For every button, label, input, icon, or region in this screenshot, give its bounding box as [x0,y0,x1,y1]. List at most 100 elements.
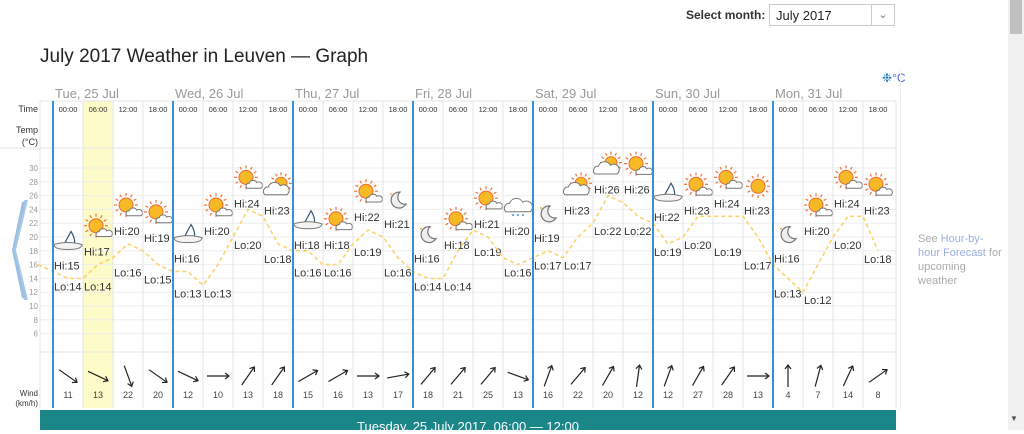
lo-temp-label: Lo:14 [444,281,472,293]
sun-cloud-icon [864,172,893,197]
wind-speed-label: 15 [303,390,313,400]
sun-ray [584,173,588,177]
wind-arrow-head [127,381,134,388]
scrollbar-thumb[interactable] [1010,0,1022,34]
sun-ray [761,193,765,197]
sun-ray [359,180,363,184]
wind-speed-label: 12 [633,390,643,400]
sun-ray [699,173,703,177]
lo-temp-label: Lo:18 [864,254,892,266]
sun-cloud-icon [624,151,653,176]
unit-label[interactable]: °C [892,71,906,85]
cloud-shape [695,186,713,196]
previous-arrow-icon[interactable] [8,200,28,300]
sun-ray [571,177,575,180]
lo-temp-label: Lo:13 [174,288,202,300]
sun-ray [129,194,133,198]
wind-speed-label: 13 [363,390,373,400]
time-label: 00:00 [59,105,78,114]
moon-shape [420,225,438,244]
hi-temp-label: Hi:19 [144,233,170,245]
time-label: 00:00 [179,105,198,114]
gear-icon[interactable]: ❉ [882,71,893,85]
chevron-down-icon[interactable]: ⌄ [871,5,894,25]
wind-arrow-icon [58,369,78,384]
wind-arrow-head [374,372,380,380]
wind-arrow-head [404,371,410,379]
wind-arrow-icon [87,370,109,383]
wind-arrow-icon [784,364,792,387]
wind-arrow-shaft [450,367,466,385]
time-label: 00:00 [659,105,678,114]
wind-arrow-shaft [420,367,436,385]
cloud-shape [593,161,620,175]
month-select[interactable]: July 2017 ⌄ [769,4,895,26]
unit-toggle[interactable]: ❉°C [882,71,906,85]
hi-temp-label: Hi:16 [174,254,200,266]
sun-cloud-icon [324,206,353,231]
wind-arrow-head [279,366,286,373]
time-label: 06:00 [449,105,468,114]
sun-ray [849,166,853,170]
sun-ray [445,222,449,226]
sun-ray [601,156,605,160]
lo-temp-label: Lo:20 [834,240,862,252]
y-tick-label: 18 [29,247,38,256]
sun-ray [765,190,769,193]
sun-ray [751,175,755,179]
time-label: 18:00 [509,105,528,114]
wind-speed-label: 20 [603,390,613,400]
sun-ray [133,198,137,202]
hi-temp-label: Hi:16 [414,254,440,266]
time-label: 12:00 [719,105,738,114]
wind-speed-label: 20 [153,390,163,400]
time-label: 06:00 [809,105,828,114]
time-label: 00:00 [299,105,318,114]
day-label: Thu, 27 Jul [295,86,359,101]
sun-ray [685,188,689,191]
cloud-shape [815,207,833,217]
time-label: 18:00 [749,105,768,114]
time-label: 18:00 [869,105,888,114]
hi-temp-label: Hi:23 [744,205,770,217]
time-label: 18:00 [389,105,408,114]
sun-cloud-icon [114,193,143,217]
sun-ray [339,208,343,212]
sun-ray [475,202,479,205]
sun-ray [819,194,823,198]
hi-temp-label: Hi:16 [774,254,800,266]
scrollbar[interactable] [1008,0,1024,430]
cloud-shape [365,193,383,203]
wind-speed-label: 4 [785,390,790,400]
cloud-shape [845,179,863,189]
sun-ray [325,222,329,226]
wind-speed-label: 12 [663,390,673,400]
sun-ray [761,175,765,179]
sun-ray [835,170,839,174]
selected-period-bar: Tuesday, 25 July 2017, 06:00 — 12:00 [40,410,896,434]
sun-ray [459,208,463,212]
day-label: Fri, 28 Jul [415,86,472,101]
sun-ray [604,152,608,156]
time-label: 00:00 [419,105,438,114]
y-tick-label: 16 [29,261,38,270]
wind-arrow-icon [450,366,466,385]
y-tick-label: 26 [29,192,38,201]
hour-by-hour-link[interactable]: Hour-by-hour Forecast [918,233,986,259]
time-label: 00:00 [539,105,558,114]
wind-arrow-head [547,364,554,371]
sun-ray [839,166,843,170]
wind-arrow-head [784,364,792,370]
time-label: 12:00 [119,105,138,114]
wind-speed-label: 11 [63,390,72,400]
scroll-down-icon[interactable]: ▼ [1010,414,1018,423]
cloud-shape [503,197,533,213]
wind-speed-label: 14 [843,390,853,400]
time-label: 06:00 [689,105,708,114]
wind-arrow-shaft [570,367,586,385]
wind-arrow-head [698,365,705,372]
hi-temp-label: Hi:20 [804,226,830,238]
sun-ray [823,198,827,202]
sun-ray [689,191,693,195]
wind-arrow-shaft [387,373,409,379]
